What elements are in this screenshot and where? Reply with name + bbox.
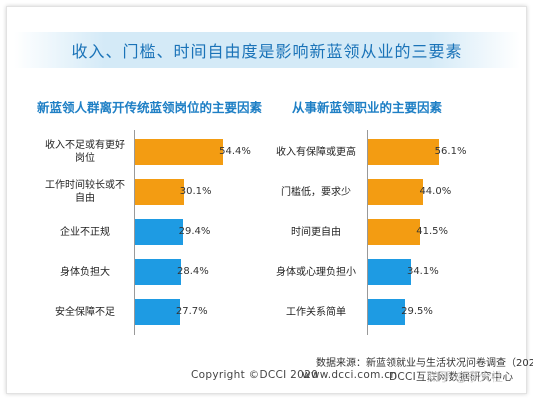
bar bbox=[135, 299, 180, 325]
bar bbox=[135, 219, 183, 245]
slide-frame bbox=[6, 6, 527, 394]
category-label: 身体负担大 bbox=[60, 266, 110, 278]
category-label: 安全保障不足 bbox=[55, 306, 115, 318]
bar bbox=[368, 259, 411, 285]
value-label: 56.1% bbox=[434, 146, 467, 157]
right-panel-title: 从事新蓝领职业的主要因素 bbox=[292, 100, 443, 115]
category-label: 收入有保障或更高 bbox=[276, 146, 356, 158]
bar bbox=[135, 259, 181, 285]
category-label: 工作时间较长或不自由 bbox=[45, 180, 125, 204]
category-label: 企业不正规 bbox=[60, 226, 110, 238]
bar bbox=[368, 299, 406, 325]
website: www.dcci.com.cn bbox=[302, 369, 398, 381]
value-label: 41.5% bbox=[416, 226, 449, 237]
value-label: 44.0% bbox=[419, 186, 452, 197]
slide-title: 收入、门槛、时间自由度是影响新蓝领从业的三要素 bbox=[71, 42, 463, 61]
value-label: 28.4% bbox=[177, 266, 209, 277]
bar bbox=[368, 179, 424, 205]
value-label: 54.4% bbox=[219, 146, 251, 157]
watermark: 知乎 @李大社 bbox=[427, 370, 503, 384]
value-label: 34.1% bbox=[406, 266, 439, 277]
category-label: 时间更自由 bbox=[291, 226, 341, 238]
value-label: 30.1% bbox=[179, 186, 212, 197]
category-label: 收入不足或有更好岗位 bbox=[45, 140, 125, 164]
bar bbox=[368, 139, 439, 165]
title-banner: 收入、门槛、时间自由度是影响新蓝领从业的三要素 bbox=[14, 32, 520, 68]
copyright: Copyright ©DCCI 2020 bbox=[191, 369, 319, 381]
left-axis-line bbox=[134, 130, 135, 335]
bar bbox=[135, 179, 184, 205]
org-name: DCCI互联网数据研究中心 bbox=[389, 371, 514, 383]
right-axis-line bbox=[367, 130, 368, 335]
bar bbox=[368, 219, 421, 245]
value-label: 27.7% bbox=[175, 306, 208, 317]
data-source: 数据来源：新蓝领就业与生活状况问卷调查（2020）； bbox=[316, 358, 533, 369]
category-label: 门槛低，要求少 bbox=[281, 186, 351, 198]
left-panel-title: 新蓝领人群离开传统蓝领岗位的主要因素 bbox=[37, 100, 263, 115]
value-label: 29.4% bbox=[178, 226, 211, 237]
category-label: 工作关系简单 bbox=[286, 306, 346, 318]
bar bbox=[135, 139, 224, 165]
category-label: 身体或心理负担小 bbox=[276, 266, 356, 278]
value-label: 29.5% bbox=[401, 306, 433, 317]
